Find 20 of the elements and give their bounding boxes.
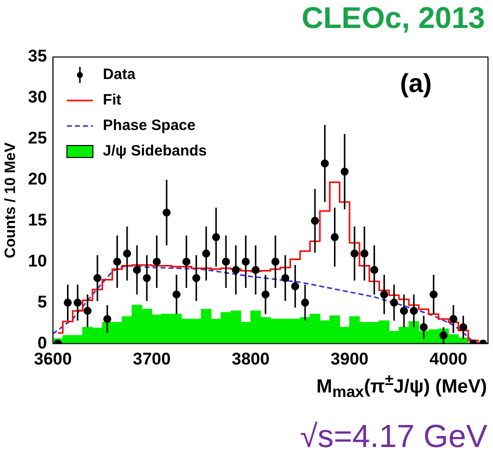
y-tick-label: 20 bbox=[28, 170, 47, 189]
y-tick-label: 30 bbox=[28, 88, 47, 107]
x-tick-label: 4000 bbox=[430, 349, 468, 368]
y-tick-label: 5 bbox=[37, 292, 47, 312]
legend-label: Phase Space bbox=[102, 117, 196, 134]
x-tick-label: 3900 bbox=[330, 349, 368, 368]
y-tick-label: 10 bbox=[28, 251, 47, 270]
text: √s=4.17 GeV bbox=[300, 418, 488, 455]
x-tick-label: 3700 bbox=[132, 349, 171, 368]
chart-title: CLEOc, 2013 bbox=[302, 2, 485, 36]
y-tick-label: 15 bbox=[28, 210, 47, 230]
x-axis-title: M$_{max}$(π$^{±}$J/ψ) (MeV) bbox=[316, 372, 487, 402]
y-axis-title: Counts / 10 MeV bbox=[2, 142, 20, 258]
y-tick-label: 35 bbox=[28, 46, 47, 66]
annotation: (a) bbox=[400, 68, 432, 99]
legend-label: Data bbox=[102, 66, 136, 84]
y-tick-label: 25 bbox=[28, 128, 47, 148]
legend-label: Fit bbox=[102, 92, 122, 109]
legend-label: J/ψ Sidebands bbox=[102, 142, 207, 160]
x-tick-label: 3800 bbox=[232, 349, 270, 368]
